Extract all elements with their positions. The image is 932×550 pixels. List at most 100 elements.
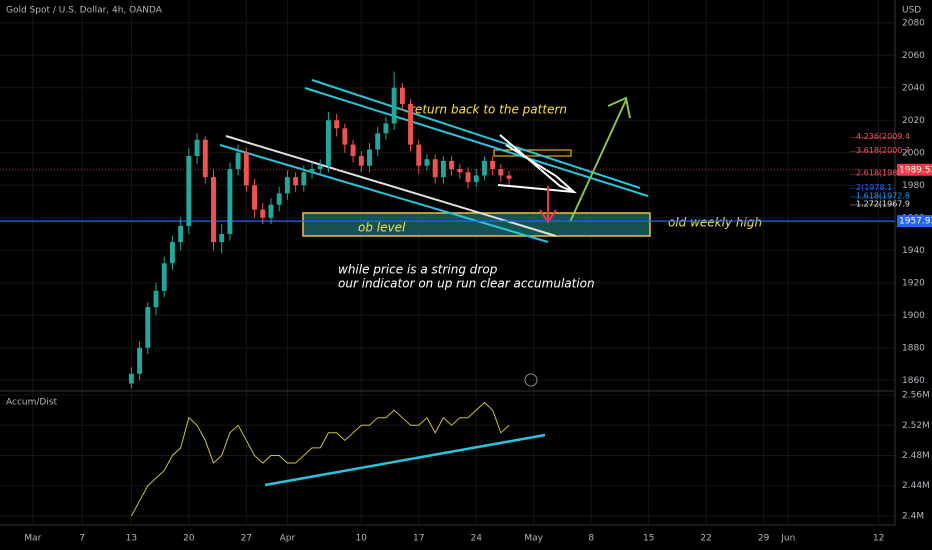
candle-body <box>178 225 184 243</box>
candle-body <box>276 193 282 205</box>
candle-body <box>219 234 225 243</box>
y-tick-label: 1860 <box>902 376 925 386</box>
candle-body <box>194 139 200 156</box>
candle-body <box>153 290 159 308</box>
price-tag-label: 1989.535 <box>899 165 932 175</box>
y-tick-label: 1880 <box>902 343 925 353</box>
x-tick-label: 24 <box>471 534 483 544</box>
candle-body <box>145 307 151 348</box>
x-tick-label: 10 <box>356 534 368 544</box>
candle-body <box>367 149 372 166</box>
candle-body <box>375 133 381 150</box>
candle-body <box>473 175 479 182</box>
x-tick-label: 22 <box>700 534 711 544</box>
candle-body <box>506 175 512 179</box>
y2-tick-label: 2.4M <box>902 511 924 521</box>
up-arrow <box>569 99 627 223</box>
candle-body <box>334 120 340 129</box>
candle-body <box>284 177 290 194</box>
trend-line <box>264 433 546 487</box>
price-tag <box>897 215 932 228</box>
x-tick-label: 12 <box>873 534 884 544</box>
x-tick-label: 15 <box>643 534 654 544</box>
candle-body <box>161 263 167 291</box>
fib-label: 4.236(2009.4 <box>856 132 910 141</box>
y2-tick-label: 2.52M <box>902 421 930 431</box>
icon <box>524 373 538 387</box>
fib-label: 2(1978.1 <box>856 183 892 192</box>
x-tick-label: 20 <box>183 534 195 544</box>
y-tick-label: 2060 <box>902 51 925 61</box>
y-tick-label: 1980 <box>902 181 925 191</box>
annotation: while price is a string drop <box>338 263 498 277</box>
candle-body <box>383 123 389 134</box>
candle-body <box>490 160 496 169</box>
x-tick-label: May <box>524 534 543 544</box>
arrow <box>497 144 577 194</box>
candle-body <box>186 156 192 226</box>
candle-body <box>309 169 315 173</box>
candle-body <box>498 169 504 176</box>
candle-body <box>432 159 438 178</box>
candle-body <box>391 87 397 124</box>
drawings <box>219 79 651 487</box>
candle-body <box>128 373 134 384</box>
channel-line <box>219 144 549 243</box>
up-arrow-head <box>607 96 631 119</box>
candle-body <box>342 128 348 145</box>
x-tick-label: Mar <box>24 534 41 544</box>
x-tick-label: 17 <box>413 534 424 544</box>
candle-body <box>268 204 274 218</box>
price-tag-label: 1957.933 <box>899 217 932 227</box>
y2-tick-label: 2.48M <box>902 451 930 461</box>
annotation: return back to the pattern <box>410 103 567 117</box>
candle-body <box>252 185 258 210</box>
x-tick-label: 27 <box>241 534 252 544</box>
y2-tick-label: 2.44M <box>902 481 930 491</box>
channel-line <box>225 135 557 237</box>
candle-body <box>260 209 266 218</box>
candle-body <box>317 165 323 169</box>
candle-body <box>202 139 208 178</box>
candle-body <box>408 104 414 145</box>
x-tick-label: Apr <box>280 534 296 544</box>
arrow <box>499 134 575 193</box>
y-tick-label: 2020 <box>902 116 925 126</box>
y-tick-label: 1920 <box>902 278 925 288</box>
candle-body <box>465 172 471 182</box>
x-tick-label: 7 <box>79 534 85 544</box>
y-tick-label: 1900 <box>902 311 925 321</box>
candle-body <box>440 160 446 178</box>
annotation: old weekly high <box>668 216 762 230</box>
fib-label: 2.618(1986.8 <box>856 169 910 178</box>
x-tick-label: 8 <box>588 534 594 544</box>
annotation: ob level <box>358 221 406 235</box>
candle-body <box>457 169 463 173</box>
small-box <box>493 149 572 157</box>
x-tick-label: 29 <box>758 534 770 544</box>
candle-body <box>350 144 356 156</box>
candle-body <box>481 160 487 176</box>
y-tick-label: 2080 <box>902 18 925 28</box>
indicator-line <box>130 401 510 517</box>
y-tick-label: 2040 <box>902 83 925 93</box>
fib-label: 3.618(2000.7 <box>856 146 910 155</box>
candle-body <box>227 169 233 234</box>
candle-body <box>416 144 422 166</box>
ob-zone <box>302 212 651 237</box>
x-tick-label: Jun <box>780 534 795 544</box>
annotation: our indicator on up run clear accumulati… <box>338 277 595 291</box>
candle-body <box>169 242 175 264</box>
candle-body <box>293 177 299 186</box>
candle-body <box>358 156 364 166</box>
chart-title: Gold Spot / U.S. Dollar, 4h, OANDA <box>6 6 163 16</box>
x-tick-label: 13 <box>126 534 137 544</box>
candle-body <box>243 152 249 186</box>
fib-label: 1.618(1972.8 <box>856 191 910 200</box>
candle-body <box>235 152 241 169</box>
y-axis-label: USD <box>902 6 921 16</box>
y-tick-label: 1940 <box>902 246 925 256</box>
